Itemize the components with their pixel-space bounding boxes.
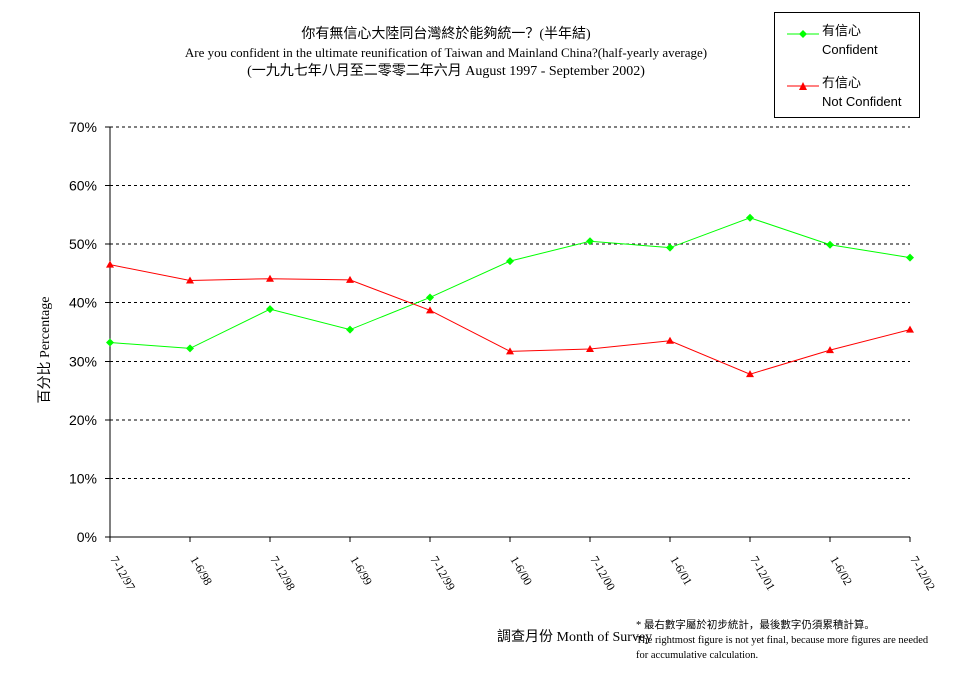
data-point-not-confident bbox=[266, 274, 274, 282]
legend-item-not-confident: 冇信心 Not Confident bbox=[775, 73, 919, 113]
x-tick-label: 1-6/02 bbox=[827, 554, 855, 588]
chart-title-en: Are you confident in the ultimate reunif… bbox=[184, 45, 708, 60]
series-line-not-confident bbox=[109, 264, 911, 375]
legend-not-confident-en: Not Confident bbox=[822, 94, 902, 109]
data-point-not-confident bbox=[906, 325, 914, 333]
data-point-confident bbox=[266, 305, 274, 314]
x-tick-label: 7-12/01 bbox=[747, 554, 778, 593]
y-tick-label: 10% bbox=[69, 470, 97, 486]
y-tick-label: 50% bbox=[69, 236, 97, 252]
data-point-confident bbox=[746, 213, 754, 222]
data-point-confident bbox=[426, 293, 434, 302]
footnote-en: The rightmost figure is not yet final, b… bbox=[636, 635, 929, 661]
legend-item-confident: 有信心 Confident bbox=[775, 21, 919, 61]
footnote: * 最右數字屬於初步統計，最後數字仍須累積計算。 The rightmost f… bbox=[636, 618, 936, 663]
data-point-confident bbox=[346, 325, 354, 334]
data-point-confident bbox=[106, 338, 114, 347]
data-point-not-confident bbox=[506, 347, 514, 355]
y-tick-label: 30% bbox=[69, 353, 97, 369]
chart-title-zh: 你有無信心大陸同台灣終於能夠統一？(半年結) bbox=[301, 27, 591, 42]
data-point-not-confident bbox=[186, 276, 194, 284]
legend: 有信心 Confident 冇信心 Not Confident bbox=[774, 12, 920, 118]
legend-confident-swatch bbox=[787, 30, 819, 38]
legend-confident-en: Confident bbox=[822, 42, 878, 57]
footnote-zh: * 最右數字屬於初步統計，最後數字仍須累積計算。 bbox=[636, 620, 875, 631]
legend-confident-zh: 有信心 bbox=[822, 23, 862, 38]
x-tick-label: 7-12/02 bbox=[907, 554, 938, 593]
x-tick-label: 7-12/00 bbox=[587, 554, 618, 593]
data-point-confident bbox=[826, 240, 834, 249]
data-point-not-confident bbox=[746, 370, 754, 378]
data-point-confident bbox=[186, 344, 194, 353]
x-tick-label: 7-12/97 bbox=[107, 554, 138, 593]
data-point-confident bbox=[506, 257, 514, 266]
chart-subtitle-period: (一九九七年八月至二零零二年六月 August 1997 - September… bbox=[247, 64, 645, 79]
data-point-not-confident bbox=[666, 336, 674, 344]
data-point-confident bbox=[586, 237, 594, 246]
data-point-not-confident bbox=[586, 344, 594, 352]
chart-title-block: 你有無信心大陸同台灣終於能夠統一？(半年結) Are you confident… bbox=[110, 26, 782, 82]
x-tick-label: 1-6/99 bbox=[347, 554, 375, 588]
x-tick-label: 1-6/00 bbox=[507, 554, 535, 588]
x-axis-label: 調查月份 Month of Survey bbox=[497, 630, 653, 645]
y-tick-label: 60% bbox=[69, 178, 97, 194]
x-tick-label: 1-6/98 bbox=[187, 554, 215, 588]
x-tick-label: 7-12/99 bbox=[427, 554, 458, 593]
y-axis-label: 百分比 Percentage bbox=[38, 296, 53, 404]
data-point-not-confident bbox=[426, 306, 434, 314]
y-tick-label: 70% bbox=[69, 119, 97, 135]
data-point-not-confident bbox=[106, 260, 114, 268]
data-point-not-confident bbox=[346, 275, 354, 283]
legend-not-confident-zh: 冇信心 bbox=[822, 75, 862, 90]
y-tick-label: 40% bbox=[69, 295, 97, 311]
data-point-confident bbox=[666, 243, 674, 252]
x-tick-label: 7-12/98 bbox=[267, 554, 298, 593]
legend-not-confident-swatch bbox=[787, 82, 819, 90]
data-point-confident bbox=[906, 253, 914, 262]
x-tick-label: 1-6/01 bbox=[667, 554, 695, 588]
series-line-confident bbox=[109, 217, 911, 349]
data-point-not-confident bbox=[826, 346, 834, 354]
y-tick-label: 0% bbox=[77, 529, 97, 545]
y-tick-label: 20% bbox=[69, 412, 97, 428]
